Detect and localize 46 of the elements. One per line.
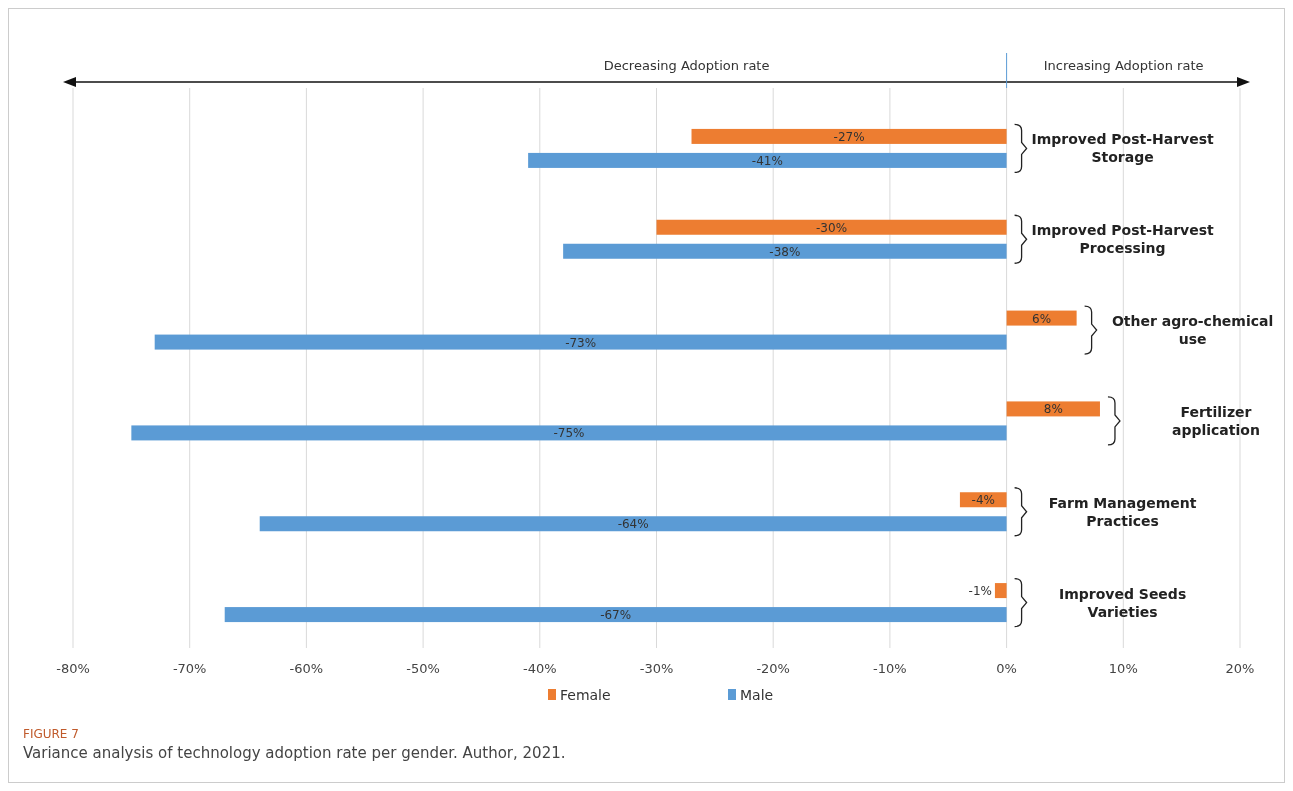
bar [994, 583, 1007, 599]
caption: FIGURE 7 [23, 727, 79, 741]
x-tick-label: -50% [406, 661, 440, 676]
data-label: -41% [751, 153, 783, 168]
bar [259, 516, 1007, 532]
y-tick-label: Other agro-chemical use [1111, 313, 1274, 348]
x-tick-label: -40% [523, 661, 557, 676]
data-label: -30% [816, 220, 848, 235]
bar [656, 219, 1007, 235]
y-tick-label: Fertilizer application [1172, 403, 1260, 438]
x-tick-label: -70% [172, 661, 207, 676]
x-tick-label: 20% [1225, 661, 1255, 676]
data-label: -73% [565, 335, 597, 350]
x-tick-label: 0% [996, 661, 1017, 676]
text: Decreasing Adoption rate [603, 58, 770, 73]
data-label: -4% [971, 493, 995, 508]
data-label: -38% [769, 244, 801, 259]
bar [131, 425, 1007, 441]
y-tick-label: Improved Seeds Varieties [1058, 585, 1187, 620]
data-label: -75% [553, 426, 585, 441]
data-label: -1% [968, 584, 992, 599]
data-label: -67% [600, 608, 632, 623]
bar [1006, 310, 1077, 326]
bar [563, 243, 1007, 259]
x-tick-label: -30% [639, 661, 674, 676]
bar [528, 152, 1007, 168]
x-tick-label: -60% [289, 661, 324, 676]
y-tick-label: Improved Post-Harvest Processing [1031, 222, 1215, 257]
data-label: -27% [833, 129, 865, 144]
y-tick-label: Farm Management Practices [1048, 494, 1197, 529]
data-label: 6% [1032, 311, 1052, 326]
data-label: -64% [617, 517, 649, 532]
bar [224, 607, 1007, 623]
x-tick-label: -80% [56, 661, 90, 676]
y-tick-label: Improved Post-Harvest Storage [1031, 131, 1215, 166]
legend-label: Male [740, 687, 774, 703]
x-tick-label: -10% [873, 661, 907, 676]
bar [154, 334, 1007, 350]
bar [691, 128, 1007, 144]
bar [1006, 401, 1100, 417]
x-tick-label: 10% [1108, 661, 1138, 676]
legend-label: Female [560, 687, 611, 703]
data-label: 8% [1043, 402, 1063, 417]
text: Variance analysis of technology adoption rate per gender. Author, 2021. [23, 744, 566, 762]
x-tick-label: -20% [756, 661, 790, 676]
text: Increasing Adoption rate [1043, 58, 1204, 73]
